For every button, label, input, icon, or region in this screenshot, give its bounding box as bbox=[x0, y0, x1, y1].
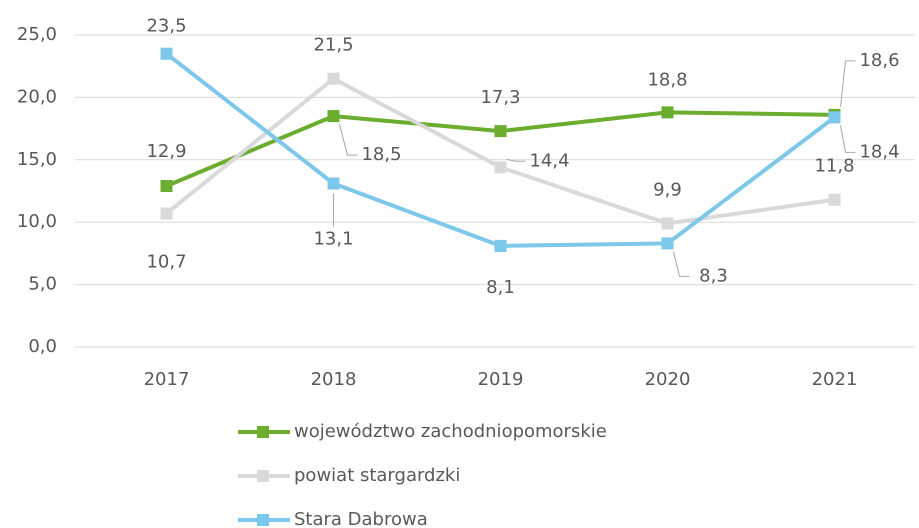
point-marker bbox=[327, 177, 340, 190]
legend-label: Stara Dabrowa bbox=[294, 509, 428, 528]
x-tick-label: 2021 bbox=[812, 369, 858, 390]
point-marker bbox=[661, 106, 674, 119]
data-label: 12,9 bbox=[146, 141, 186, 162]
legend-label: województwo zachodniopomorskie bbox=[294, 421, 607, 442]
leader-line bbox=[840, 125, 856, 153]
data-label: 23,5 bbox=[146, 16, 186, 37]
data-label: 17,3 bbox=[480, 87, 520, 108]
point-marker bbox=[494, 161, 507, 174]
point-marker bbox=[828, 193, 841, 206]
point-marker bbox=[327, 110, 340, 123]
leader-line bbox=[339, 123, 358, 156]
y-tick-label: 25,0 bbox=[17, 24, 57, 45]
data-label: 18,6 bbox=[859, 50, 899, 71]
leader-line bbox=[840, 60, 856, 107]
point-marker bbox=[494, 125, 507, 138]
y-tick-label: 5,0 bbox=[28, 274, 57, 295]
data-label: 8,3 bbox=[699, 265, 728, 286]
point-marker bbox=[828, 111, 841, 124]
legend-marker bbox=[257, 514, 269, 526]
point-marker bbox=[160, 207, 173, 220]
point-marker bbox=[327, 72, 340, 85]
x-tick-label: 2018 bbox=[311, 369, 357, 390]
series-line bbox=[165, 110, 835, 188]
y-tick-label: 15,0 bbox=[17, 149, 57, 170]
x-tick-label: 2017 bbox=[144, 369, 190, 390]
y-tick-label: 10,0 bbox=[17, 211, 57, 232]
data-label: 9,9 bbox=[653, 179, 682, 200]
point-marker bbox=[160, 180, 173, 193]
y-tick-label: 0,0 bbox=[28, 336, 57, 357]
series-line bbox=[165, 52, 836, 248]
data-label: 8,1 bbox=[486, 277, 515, 298]
point-marker bbox=[661, 217, 674, 230]
data-label: 21,5 bbox=[313, 35, 353, 56]
y-tick-label: 20,0 bbox=[17, 86, 57, 107]
data-label: 10,7 bbox=[146, 251, 186, 272]
data-label: 11,8 bbox=[814, 156, 854, 177]
leader-line bbox=[506, 158, 526, 162]
legend-marker bbox=[257, 426, 269, 438]
legend-label: powiat stargardzki bbox=[294, 465, 460, 486]
data-label: 18,8 bbox=[647, 69, 687, 90]
point-marker bbox=[160, 47, 173, 60]
leader-line bbox=[673, 251, 690, 277]
point-marker bbox=[661, 237, 674, 250]
data-label: 18,5 bbox=[361, 144, 401, 165]
data-label: 14,4 bbox=[529, 150, 569, 171]
x-tick-label: 2019 bbox=[478, 369, 524, 390]
x-tick-label: 2020 bbox=[645, 369, 691, 390]
legend-marker bbox=[257, 470, 269, 482]
data-label: 13,1 bbox=[313, 229, 353, 250]
data-label: 18,4 bbox=[859, 141, 899, 162]
point-marker bbox=[494, 239, 507, 252]
